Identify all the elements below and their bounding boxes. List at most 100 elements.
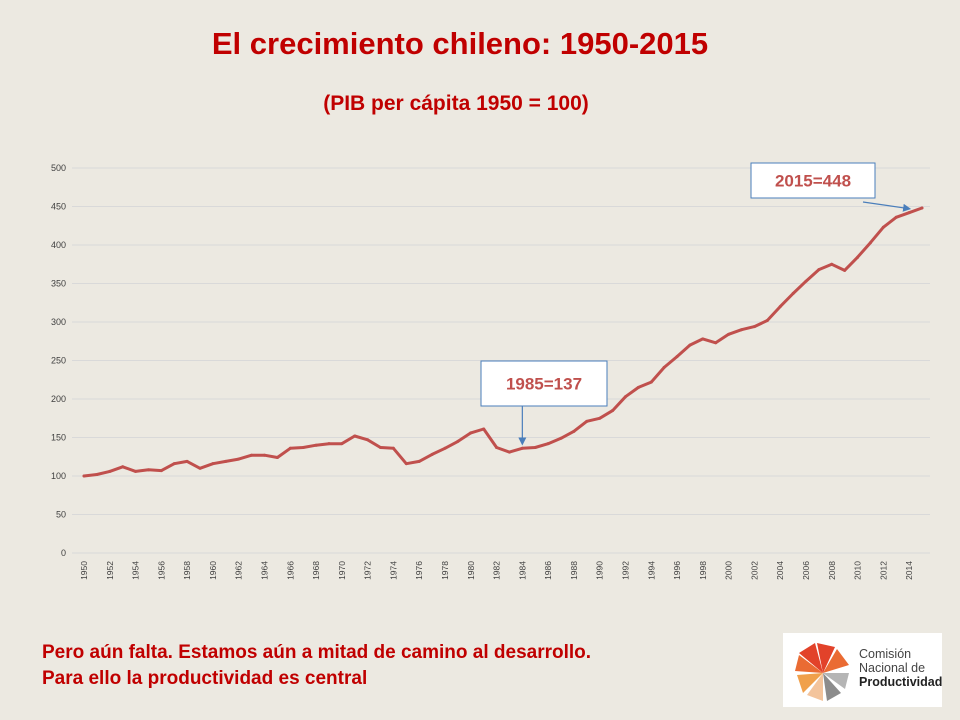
x-tick-label: 2000	[724, 561, 734, 580]
data-point	[417, 459, 421, 463]
data-point	[572, 429, 576, 433]
data-point	[495, 446, 499, 450]
y-tick-label: 500	[51, 163, 66, 173]
data-point	[404, 462, 408, 466]
data-point	[623, 395, 627, 399]
data-point	[611, 409, 615, 413]
data-point	[456, 439, 460, 443]
footer-line-1: Pero aún falta. Estamos aún a mitad de c…	[42, 642, 592, 663]
logo-line-3: Productividad	[859, 675, 943, 689]
series-layer	[82, 206, 924, 478]
data-point	[482, 427, 486, 431]
x-tick-label: 2014	[904, 561, 914, 580]
data-point	[868, 241, 872, 245]
x-tick-label: 1962	[234, 561, 244, 580]
data-point	[391, 446, 395, 450]
x-tick-label: 1998	[698, 561, 708, 580]
callout-arrow	[862, 201, 912, 212]
y-tick-label: 0	[61, 548, 66, 558]
logo-line-1: Comisión	[859, 647, 912, 661]
data-point	[920, 206, 924, 210]
x-tick-label: 1980	[466, 561, 476, 580]
data-point	[353, 434, 357, 438]
data-point	[275, 456, 279, 460]
data-point	[740, 328, 744, 332]
data-point	[907, 211, 911, 215]
x-tick-label: 1952	[105, 561, 115, 580]
data-point	[250, 453, 254, 457]
data-point	[211, 462, 215, 466]
data-point	[598, 416, 602, 420]
x-tick-label: 1972	[363, 561, 373, 580]
data-point	[198, 466, 202, 470]
data-point	[585, 419, 589, 423]
data-point	[765, 318, 769, 322]
data-point	[108, 469, 112, 473]
data-point	[134, 469, 138, 473]
commission-logo: Comisión Nacional de Productividad	[783, 633, 942, 707]
x-axis-ticks: 1950 1952 1954 1956 1958 1960 1962 1964 1966 1968…	[79, 561, 914, 580]
y-tick-label: 150	[51, 433, 66, 443]
x-tick-label: 1978	[440, 561, 450, 580]
x-tick-label: 1976	[414, 561, 424, 580]
data-point	[714, 341, 718, 345]
data-point	[95, 472, 99, 476]
annotations: 1985=137 2015=448	[480, 162, 912, 446]
x-tick-label: 1954	[131, 561, 141, 580]
footer-text: Pero aún falta. Estamos aún a mitad de c…	[42, 640, 591, 692]
logo-line-2: Nacional de	[859, 661, 926, 675]
data-point	[752, 325, 756, 329]
footer-line-2: Para ello la productividad es central	[42, 668, 368, 689]
x-tick-label: 1974	[388, 561, 398, 580]
data-point	[675, 355, 679, 359]
data-point	[778, 305, 782, 309]
y-tick-label: 200	[51, 394, 66, 404]
x-tick-label: 2004	[775, 561, 785, 580]
x-tick-label: 1968	[311, 561, 321, 580]
x-tick-label: 1960	[208, 561, 218, 580]
y-tick-label: 400	[51, 240, 66, 250]
x-tick-label: 1986	[543, 561, 553, 580]
callout-box	[750, 162, 876, 199]
x-tick-label: 1958	[182, 561, 192, 580]
callout-box	[480, 360, 608, 407]
data-point	[649, 380, 653, 384]
data-point	[727, 332, 731, 336]
data-point	[185, 459, 189, 463]
x-tick-label: 1964	[259, 561, 269, 580]
slide-subtitle: (PIB per cápita 1950 = 100)	[323, 92, 589, 115]
data-point	[288, 446, 292, 450]
x-tick-label: 1956	[156, 561, 166, 580]
x-tick-label: 1950	[79, 561, 89, 580]
data-point	[443, 446, 447, 450]
data-point	[366, 438, 370, 442]
x-tick-label: 2008	[827, 561, 837, 580]
callout: 1985=137	[480, 360, 608, 446]
y-tick-label: 50	[56, 510, 66, 520]
data-point	[791, 292, 795, 296]
x-tick-label: 1996	[672, 561, 682, 580]
series-line-0	[82, 206, 924, 478]
data-point	[340, 442, 344, 446]
y-tick-label: 250	[51, 356, 66, 366]
data-point	[636, 385, 640, 389]
data-point	[146, 468, 150, 472]
data-point	[830, 262, 834, 266]
slide-title: El crecimiento chileno: 1950-2015	[211, 26, 709, 61]
callout-label: 2015=448	[775, 172, 851, 191]
data-point	[817, 268, 821, 272]
data-point	[701, 337, 705, 341]
data-point	[843, 268, 847, 272]
logo-wordmark: Comisión Nacional de Productividad	[859, 647, 942, 689]
data-point	[224, 459, 228, 463]
data-point	[894, 215, 898, 219]
x-tick-label: 1970	[337, 561, 347, 580]
data-point	[804, 279, 808, 283]
y-tick-label: 100	[51, 471, 66, 481]
data-point	[237, 457, 241, 461]
data-point	[159, 469, 163, 473]
data-point	[301, 446, 305, 450]
data-point	[430, 452, 434, 456]
data-point	[533, 446, 537, 450]
y-tick-label: 350	[51, 279, 66, 289]
